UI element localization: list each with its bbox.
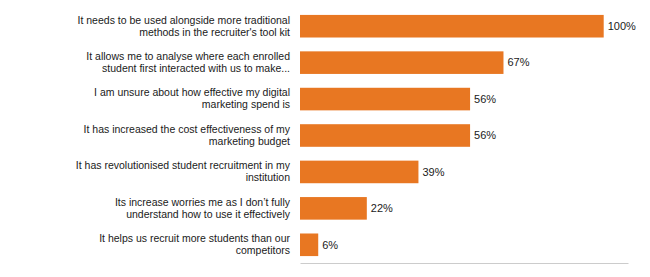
bar bbox=[300, 233, 318, 256]
y-tick-label: It has revolutionised student recruitmen… bbox=[76, 159, 291, 183]
bar bbox=[300, 51, 503, 74]
y-tick: It has increased the cost effectiveness … bbox=[84, 123, 291, 147]
bar bbox=[300, 88, 470, 111]
y-tick-label-line: competitors bbox=[236, 244, 290, 256]
chart: It needs to be used alongside more tradi… bbox=[0, 0, 650, 277]
y-tick: It helps us recruit more students than o… bbox=[99, 232, 290, 256]
data-label: 6% bbox=[322, 239, 338, 251]
y-tick-label-line: Its increase worries me as I don’t fully bbox=[115, 196, 291, 208]
x-axis-line bbox=[301, 263, 629, 264]
y-tick: It has revolutionised student recruitmen… bbox=[76, 159, 291, 183]
y-tick-label: It needs to be used alongside more tradi… bbox=[78, 14, 291, 38]
y-tick: Its increase worries me as I don’t fully… bbox=[115, 196, 291, 220]
bar bbox=[300, 15, 604, 38]
data-labels: 100% 67% 56% 56% 39% 22% 6% bbox=[322, 20, 636, 251]
y-tick-label-line: It has revolutionised student recruitmen… bbox=[76, 159, 291, 171]
y-tick-label: It allows me to analyse where each enrol… bbox=[86, 50, 290, 74]
y-tick-label-line: understand how to use it effectively bbox=[126, 208, 291, 220]
y-tick-label-line: It has increased the cost effectiveness … bbox=[84, 123, 291, 135]
data-label: 100% bbox=[608, 20, 636, 32]
y-tick-label: It helps us recruit more students than o… bbox=[99, 232, 290, 256]
bars bbox=[300, 15, 604, 256]
y-tick-label-line: It allows me to analyse where each enrol… bbox=[86, 50, 290, 62]
y-tick: It needs to be used alongside more tradi… bbox=[78, 14, 291, 38]
y-tick-label-line: student first interacted with us to make… bbox=[102, 62, 290, 74]
x-axis bbox=[301, 263, 629, 264]
data-label: 39% bbox=[422, 166, 444, 178]
data-label: 22% bbox=[371, 202, 393, 214]
y-tick-label: I am unsure about how effective my digit… bbox=[94, 86, 290, 110]
y-tick-label-line: It helps us recruit more students than o… bbox=[99, 232, 290, 244]
y-tick-label-line: methods in the recruiter's tool kit bbox=[139, 26, 290, 38]
bar bbox=[300, 161, 418, 184]
y-tick-label: It has increased the cost effectiveness … bbox=[84, 123, 291, 147]
plot: It needs to be used alongside more tradi… bbox=[76, 14, 636, 264]
bar bbox=[300, 197, 367, 220]
data-label: 56% bbox=[474, 93, 496, 105]
y-tick-label-line: institution bbox=[246, 171, 291, 183]
y-tick: It allows me to analyse where each enrol… bbox=[86, 50, 290, 74]
y-tick-label-line: marketing spend is bbox=[202, 98, 290, 110]
y-tick-label-line: It needs to be used alongside more tradi… bbox=[78, 14, 290, 26]
data-label: 56% bbox=[474, 129, 496, 141]
data-label: 67% bbox=[507, 56, 529, 68]
y-tick-label-line: marketing budget bbox=[209, 135, 290, 147]
y-tick: I am unsure about how effective my digit… bbox=[94, 86, 290, 110]
y-tick-label-line: I am unsure about how effective my digit… bbox=[94, 86, 290, 98]
bar bbox=[300, 124, 470, 147]
y-axis: It needs to be used alongside more tradi… bbox=[76, 14, 291, 257]
y-tick-label: Its increase worries me as I don’t fully… bbox=[115, 196, 291, 220]
